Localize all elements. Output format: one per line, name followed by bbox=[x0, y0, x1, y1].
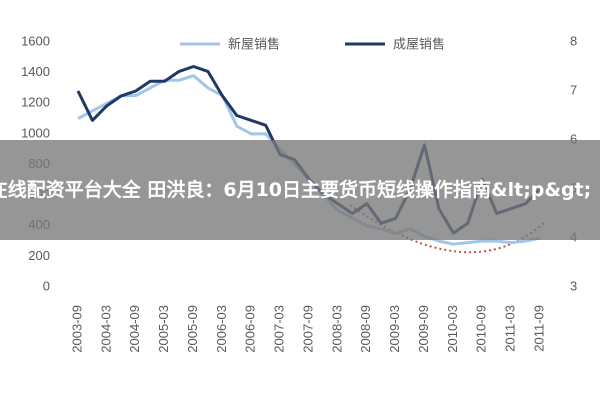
x-tick-label: 2010-09 bbox=[474, 305, 489, 353]
x-tick-label: 2011-03 bbox=[503, 305, 518, 352]
legend-label: 成屋销售 bbox=[393, 36, 445, 51]
x-tick-label: 2005-09 bbox=[185, 305, 200, 353]
y2-tick-label: 7 bbox=[570, 82, 577, 97]
y2-tick-label: 6 bbox=[570, 131, 577, 146]
banner: 在线配资平台大全 田洪良：6月10日主要货币短线操作指南&lt;p&gt; bbox=[0, 140, 600, 240]
x-tick-label: 2006-09 bbox=[243, 305, 258, 353]
x-tick-label: 2008-03 bbox=[329, 305, 344, 353]
y-tick-label: 1000 bbox=[21, 125, 50, 140]
x-tick-label: 2010-03 bbox=[445, 305, 460, 353]
y2-tick-label: 3 bbox=[570, 278, 577, 293]
x-tick-label: 2004-09 bbox=[127, 305, 142, 353]
y-tick-label: 1200 bbox=[21, 95, 50, 110]
x-tick-label: 2011-09 bbox=[531, 305, 546, 352]
x-tick-label: 2006-03 bbox=[214, 305, 229, 353]
x-tick-label: 2007-09 bbox=[300, 305, 315, 353]
x-tick-label: 2005-03 bbox=[156, 305, 171, 353]
x-tick-label: 2004-03 bbox=[98, 305, 113, 353]
banner-text: 在线配资平台大全 田洪良：6月10日主要货币短线操作指南&lt;p&gt; bbox=[0, 179, 592, 201]
x-tick-label: 2008-09 bbox=[358, 305, 373, 353]
x-tick-label: 2009-03 bbox=[387, 305, 402, 353]
x-tick-label: 2009-09 bbox=[416, 305, 431, 353]
y-tick-label: 0 bbox=[43, 278, 50, 293]
x-tick-label: 2007-03 bbox=[272, 305, 287, 353]
y2-tick-label: 8 bbox=[570, 33, 577, 48]
legend-label: 新屋销售 bbox=[228, 36, 280, 51]
y-tick-label: 1600 bbox=[21, 33, 50, 48]
y-tick-label: 200 bbox=[28, 248, 50, 263]
x-tick-label: 2003-09 bbox=[69, 305, 84, 353]
y-tick-label: 1400 bbox=[21, 64, 50, 79]
